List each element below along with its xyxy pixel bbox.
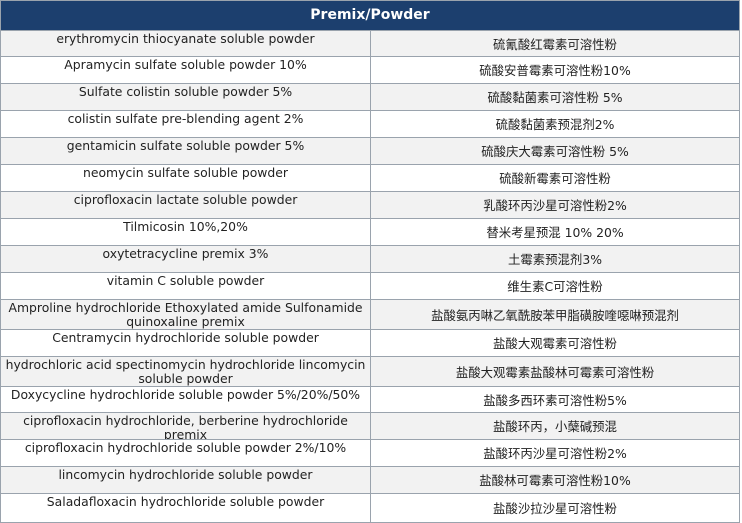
english-name-cell: lincomycin hydrochloride soluble powder bbox=[1, 467, 371, 493]
table-row: lincomycin hydrochloride soluble powder … bbox=[1, 467, 739, 494]
english-name-cell: Tilmicosin 10%,20% bbox=[1, 219, 371, 245]
english-name-cell: Doxycycline hydrochloride soluble powder… bbox=[1, 387, 371, 412]
chinese-name-cell: 硫酸安普霉素可溶性粉10% bbox=[371, 57, 739, 83]
chinese-name-cell: 硫酸黏菌素可溶性粉 5% bbox=[371, 84, 739, 110]
table-row: hydrochloric acid spectinomycin hydrochl… bbox=[1, 357, 739, 387]
english-name-cell: Amproline hydrochloride Ethoxylated amid… bbox=[1, 300, 371, 329]
english-name-cell: Centramycin hydrochloride soluble powder bbox=[1, 330, 371, 356]
chinese-name-cell: 盐酸沙拉沙星可溶性粉 bbox=[371, 494, 739, 522]
english-name-cell: hydrochloric acid spectinomycin hydrochl… bbox=[1, 357, 371, 386]
english-name-cell: gentamicin sulfate soluble powder 5% bbox=[1, 138, 371, 164]
chinese-name-cell: 盐酸氨丙啉乙氧酰胺苯甲脂磺胺喹噁啉预混剂 bbox=[371, 300, 739, 329]
chinese-name-cell: 替米考星预混 10% 20% bbox=[371, 219, 739, 245]
table-row: gentamicin sulfate soluble powder 5% 硫酸庆… bbox=[1, 138, 739, 165]
table-row: Centramycin hydrochloride soluble powder… bbox=[1, 330, 739, 357]
english-name-cell: ciprofloxacin hydrochloride soluble powd… bbox=[1, 440, 371, 466]
table-row: ciprofloxacin hydrochloride, berberine h… bbox=[1, 413, 739, 440]
table-row: colistin sulfate pre-blending agent 2% 硫… bbox=[1, 111, 739, 138]
chinese-name-cell: 盐酸林可霉素可溶性粉10% bbox=[371, 467, 739, 493]
chinese-name-cell: 盐酸大观霉素可溶性粉 bbox=[371, 330, 739, 356]
table-row: Sulfate colistin soluble powder 5% 硫酸黏菌素… bbox=[1, 84, 739, 111]
chinese-name-cell: 盐酸多西环素可溶性粉5% bbox=[371, 387, 739, 412]
table-row: oxytetracycline premix 3% 土霉素预混剂3% bbox=[1, 246, 739, 273]
table-row: Tilmicosin 10%,20% 替米考星预混 10% 20% bbox=[1, 219, 739, 246]
chinese-name-cell: 盐酸环丙沙星可溶性粉2% bbox=[371, 440, 739, 466]
english-name-cell: erythromycin thiocyanate soluble powder bbox=[1, 31, 371, 56]
chinese-name-cell: 维生素C可溶性粉 bbox=[371, 273, 739, 299]
chinese-name-cell: 盐酸环丙，小蘖碱预混 bbox=[371, 413, 739, 439]
table-row: erythromycin thiocyanate soluble powder … bbox=[1, 31, 739, 57]
table-row: Apramycin sulfate soluble powder 10% 硫酸安… bbox=[1, 57, 739, 84]
table-header-title: Premix/Powder bbox=[1, 1, 739, 31]
table-row: ciprofloxacin hydrochloride soluble powd… bbox=[1, 440, 739, 467]
chinese-name-cell: 硫氰酸红霉素可溶性粉 bbox=[371, 31, 739, 56]
table-row: Doxycycline hydrochloride soluble powder… bbox=[1, 387, 739, 413]
table-row: Amproline hydrochloride Ethoxylated amid… bbox=[1, 300, 739, 330]
table-row: neomycin sulfate soluble powder 硫酸新霉素可溶性… bbox=[1, 165, 739, 192]
english-name-cell: vitamin C soluble powder bbox=[1, 273, 371, 299]
english-name-cell: Apramycin sulfate soluble powder 10% bbox=[1, 57, 371, 83]
english-name-cell: oxytetracycline premix 3% bbox=[1, 246, 371, 272]
table-row: ciprofloxacin lactate soluble powder 乳酸环… bbox=[1, 192, 739, 219]
english-name-cell: colistin sulfate pre-blending agent 2% bbox=[1, 111, 371, 137]
english-name-cell: neomycin sulfate soluble powder bbox=[1, 165, 371, 191]
chinese-name-cell: 硫酸庆大霉素可溶性粉 5% bbox=[371, 138, 739, 164]
english-name-cell: Saladafloxacin hydrochloride soluble pow… bbox=[1, 494, 371, 522]
english-name-cell: Sulfate colistin soluble powder 5% bbox=[1, 84, 371, 110]
chinese-name-cell: 乳酸环丙沙星可溶性粉2% bbox=[371, 192, 739, 218]
english-name-cell: ciprofloxacin lactate soluble powder bbox=[1, 192, 371, 218]
chinese-name-cell: 土霉素预混剂3% bbox=[371, 246, 739, 272]
table-row: Saladafloxacin hydrochloride soluble pow… bbox=[1, 494, 739, 522]
table-row: vitamin C soluble powder 维生素C可溶性粉 bbox=[1, 273, 739, 300]
chinese-name-cell: 硫酸新霉素可溶性粉 bbox=[371, 165, 739, 191]
chinese-name-cell: 盐酸大观霉素盐酸林可霉素可溶性粉 bbox=[371, 357, 739, 386]
english-name-cell: ciprofloxacin hydrochloride, berberine h… bbox=[1, 413, 371, 439]
chinese-name-cell: 硫酸黏菌素预混剂2% bbox=[371, 111, 739, 137]
